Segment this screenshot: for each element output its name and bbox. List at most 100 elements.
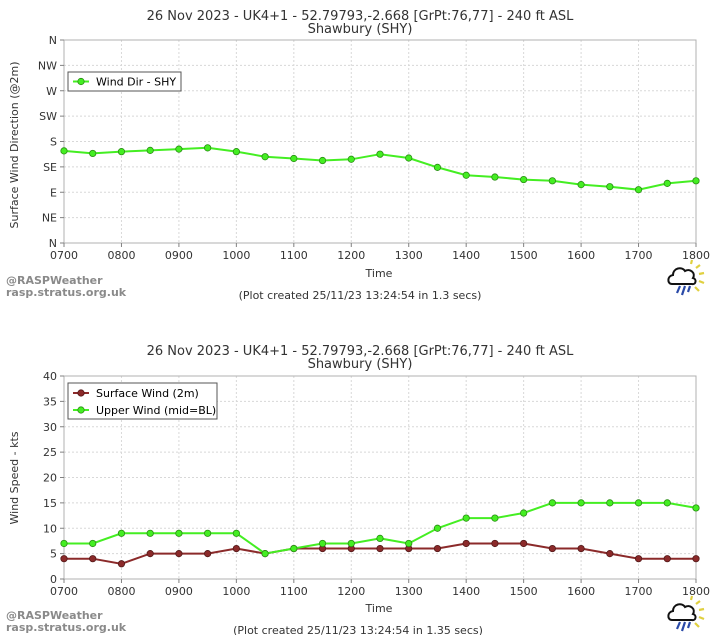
chart2-series-1-point xyxy=(232,529,240,537)
chart2-series-1-point xyxy=(146,529,154,537)
chart2-x-tick-label: 1000 xyxy=(222,585,250,598)
chart1-footnote: (Plot created 25/11/23 13:24:54 in 1.3 s… xyxy=(239,289,482,302)
chart1-series-0-point xyxy=(347,155,355,163)
chart2-series-0-point xyxy=(232,544,240,553)
chart1-series-0-point xyxy=(548,177,556,185)
chart2-series-1-point xyxy=(692,504,700,512)
chart1-x-tick-label: 1600 xyxy=(567,249,595,262)
chart2-series-0-point xyxy=(117,560,126,568)
chart2-series-1-point xyxy=(520,509,528,517)
chart2-series-1-point xyxy=(376,534,384,543)
chart1-series-0-point xyxy=(318,156,327,165)
chart2-y-tick-label: 35 xyxy=(43,395,57,408)
chart2-x-tick-label: 1200 xyxy=(337,585,365,598)
chart2-series-1-point xyxy=(462,514,470,522)
brand-name-bottom: @RASPWeather xyxy=(6,609,103,622)
chart2-legend-label-upper-wind: Upper Wind (mid=BL) xyxy=(96,404,216,417)
wind-speed-chart: 26 Nov 2023 - UK4+1 - 52.79793,-2.668 [G… xyxy=(6,344,710,635)
chart2-series-1-point xyxy=(175,529,183,537)
chart2-y-axis-label: Wind Speed - kts xyxy=(8,431,21,524)
chart2-x-axis-label: Time xyxy=(365,602,393,615)
chart2-x-tick-label: 1700 xyxy=(625,585,653,598)
chart1-x-tick-label: 0700 xyxy=(50,249,78,262)
chart2-series-1-point xyxy=(405,539,413,548)
chart1-x-tick-label: 1700 xyxy=(625,249,653,262)
chart2-y-tick-label: 20 xyxy=(43,472,57,485)
chart2-x-tick-label: 0900 xyxy=(165,585,193,598)
chart1-x-tick-label: 1500 xyxy=(510,249,538,262)
chart1-series-0-point xyxy=(290,154,298,163)
chart2-series-0-point xyxy=(520,539,528,548)
chart2-series-0-point xyxy=(204,550,212,558)
chart1-series-0-point xyxy=(692,177,700,185)
chart2-subtitle: Shawbury (SHY) xyxy=(308,357,413,372)
chart2-series-0-point xyxy=(175,550,183,558)
chart1-y-tick-label: S xyxy=(50,136,57,149)
chart2-series-0-point xyxy=(606,550,614,558)
chart2-series xyxy=(60,499,700,568)
chart2-x-tick-label: 0800 xyxy=(107,585,135,598)
chart2-series-1-point xyxy=(634,499,643,507)
chart2-y-tick-label: 30 xyxy=(43,421,57,434)
chart2-y-tick-label: 15 xyxy=(43,497,57,510)
chart2-series-0-point xyxy=(548,544,556,553)
chart2-x-tick-label: 1400 xyxy=(452,585,480,598)
chart1-y-tick-label: E xyxy=(50,186,57,199)
chart2-y-tick-label: 5 xyxy=(50,548,57,561)
chart2-legend-box xyxy=(67,382,218,420)
chart2-series-1-point xyxy=(204,529,212,537)
chart2-series-1-point xyxy=(663,499,671,507)
chart1-x-tick-label: 1200 xyxy=(337,249,365,262)
chart1-series-0-point xyxy=(405,154,413,162)
chart1-x-tick-label: 1300 xyxy=(395,249,423,262)
chart2-series-0-point xyxy=(663,555,671,563)
chart2-series-1-point xyxy=(290,544,298,553)
chart2-x-tick-label: 1100 xyxy=(280,585,308,598)
chart1-y-tick-label: SE xyxy=(43,161,57,174)
chart1-series-0-point xyxy=(175,145,183,153)
chart2-x-tick-label: 0700 xyxy=(50,585,78,598)
chart1-y-ticks: N NE E SE S SW W NW N xyxy=(38,34,64,250)
chart1-y-tick-label: W xyxy=(46,85,57,98)
chart2-series-1-point xyxy=(577,499,585,507)
chart1-x-tick-label: 1800 xyxy=(682,249,710,262)
chart1-series-0-point xyxy=(89,149,97,158)
chart2-legend: Surface Wind (2m) Upper Wind (mid=BL) xyxy=(67,382,218,420)
chart1-y-tick-label: SW xyxy=(39,110,57,123)
chart1-series-0-point xyxy=(520,175,528,184)
chart2-y-tick-label: 0 xyxy=(50,573,57,586)
chart2-series-1-point xyxy=(491,514,499,522)
chart1-series-0-point xyxy=(462,171,470,179)
chart2-x-tick-label: 1500 xyxy=(510,585,538,598)
chart1-x-tick-label: 1400 xyxy=(452,249,480,262)
chart2-series-1-point xyxy=(433,524,442,532)
chart1-grid xyxy=(64,40,696,243)
chart1-series-0-point xyxy=(60,147,68,155)
chart2-series-0-point xyxy=(462,539,470,548)
chart2-x-tick-label: 1600 xyxy=(567,585,595,598)
chart1-series-0-point xyxy=(606,183,614,191)
chart2-series-0-point xyxy=(146,550,154,558)
chart2-series-1-point xyxy=(548,499,556,507)
chart2-y-tick-label: 40 xyxy=(43,370,57,383)
chart2-series-0-point xyxy=(491,539,499,548)
chart1-series-0-point xyxy=(634,186,643,194)
chart1-series xyxy=(60,144,700,194)
chart1-series-0-point xyxy=(146,146,154,154)
chart1-series-0-point xyxy=(376,150,384,158)
chart1-title: 26 Nov 2023 - UK4+1 - 52.79793,-2.668 [G… xyxy=(147,9,575,24)
rain-cloud-sun-icon xyxy=(667,259,705,296)
chart1-x-tick-label: 1100 xyxy=(280,249,308,262)
chart2-legend-marker-surface-wind xyxy=(77,389,85,397)
brand-url-top: rasp.stratus.org.uk xyxy=(6,286,127,299)
chart1-y-axis-label: Surface Wind Direction (@2m) xyxy=(8,61,21,228)
chart2-series-1-point xyxy=(606,499,614,507)
chart2-series-1-point xyxy=(261,550,269,558)
chart1-series-0-point xyxy=(204,144,212,152)
chart1-x-tick-label: 0800 xyxy=(107,249,135,262)
chart2-series-1-point xyxy=(60,539,68,548)
chart1-subtitle: Shawbury (SHY) xyxy=(308,22,413,37)
chart2-series-1-point xyxy=(318,539,327,548)
chart1-y-tick-label: N xyxy=(49,34,57,47)
